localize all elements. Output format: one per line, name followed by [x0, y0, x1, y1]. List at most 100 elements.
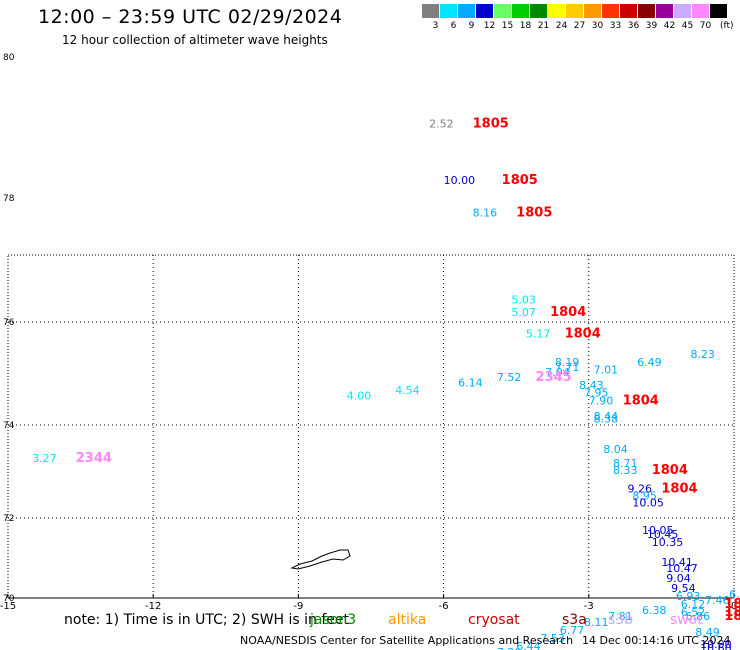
wave-height-label: 8.43 [579, 379, 604, 392]
wave-height-label: 7.95 [584, 387, 609, 400]
longitude-label: -3 [584, 601, 594, 612]
wave-height-label: 9.26 [628, 482, 653, 495]
observation-time-label: 1804 [652, 463, 688, 478]
wave-height-label: 9.04 [666, 572, 691, 585]
wave-height-label: 5.17 [526, 327, 551, 340]
wave-height-label: 6.49 [637, 356, 662, 369]
legend-swatch [638, 4, 655, 18]
latitude-label: 78 [3, 194, 15, 204]
wave-height-label: 10.45 [647, 528, 679, 541]
wave-height-label: 6.14 [458, 376, 483, 389]
legend-swatch [620, 4, 637, 18]
legend-swatch [440, 4, 457, 18]
wave-height-label: 7.01 [594, 364, 619, 377]
legend-label: 33 [609, 21, 622, 31]
legend-label: 15 [501, 21, 514, 31]
satellite-altika: altika [388, 612, 427, 628]
wave-height-label: 8.71 [613, 457, 638, 470]
legend-label: 21 [537, 21, 550, 31]
observation-time-label: 1805 [516, 206, 552, 221]
wave-height-label: 4.54 [395, 384, 420, 397]
legend-label: 18 [519, 21, 532, 31]
legend-label: 12 [483, 21, 496, 31]
wave-height-label: 10.41 [661, 556, 693, 569]
wave-height-label: 10.00 [700, 638, 732, 650]
wave-height-label: 10.05 [632, 496, 664, 509]
legend-label: 6 [450, 21, 457, 31]
observation-time-label: 1804 [623, 393, 659, 408]
wave-height-label: 6.93 [676, 590, 701, 603]
wave-height-label: 8.16 [473, 207, 498, 220]
observation-time-label: 181 [724, 605, 740, 620]
wave-height-label: 6.77 [560, 624, 585, 637]
wave-height-label: 8.49 [695, 626, 720, 639]
legend-swatch [530, 4, 547, 18]
wave-height-label: 7.52 [497, 371, 521, 384]
wave-height-label: 10.05 [642, 524, 674, 537]
longitude-label: -9 [293, 601, 303, 612]
legend-label: 70 [699, 21, 712, 31]
wave-height-label: 6. [729, 588, 740, 601]
wave-height-legend: 3 6 9 12 15 18 21 24 27 30 33 36 39 42 45 70 (ft) [422, 4, 734, 34]
plot-frame [7, 254, 735, 599]
note-label: note: 1) Time is in UTC; 2) SWH is in fe… [64, 612, 350, 628]
latitude-label: 74 [3, 421, 15, 431]
wave-height-label: 7.46 [705, 594, 730, 607]
legend-swatch [656, 4, 673, 18]
wave-height-label: 8.04 [603, 443, 628, 456]
wave-height-label: 6.12 [681, 598, 706, 611]
observation-time-label: 1804 [565, 326, 601, 341]
footer-timestamp: 14 Dec 00:14:16 UTC 2024 [582, 634, 731, 647]
longitude-label: 0 [731, 601, 737, 612]
satellite-cryosat: cryosat [468, 612, 520, 628]
wave-height-label: 7.04 [545, 366, 570, 379]
longitude-label: -15 [0, 601, 16, 612]
legend-label: 9 [468, 21, 475, 31]
wave-height-label: 6.52 [681, 606, 706, 619]
wave-height-label: 10.00 [444, 174, 476, 187]
legend-swatch [548, 4, 565, 18]
wave-height-label: 10.35 [652, 536, 684, 549]
legend-label: 30 [591, 21, 604, 31]
latitude-label: 70 [3, 594, 15, 604]
satellite-swot: swot [670, 612, 703, 628]
wave-height-label: 6.44 [516, 640, 541, 650]
satellite-s3b: s3b [608, 612, 634, 628]
wave-height-label: 4.00 [347, 389, 372, 402]
wave-height-label: 7.90 [589, 394, 614, 407]
wave-height-label: 8.95 [632, 489, 657, 502]
longitude-label: -12 [145, 601, 161, 612]
latitude-label: 80 [3, 53, 15, 63]
legend-label: 36 [627, 21, 640, 31]
legend-label: 39 [645, 21, 658, 31]
wave-height-label: 7.20 [497, 646, 521, 650]
satellite-s3a: s3a [562, 612, 587, 628]
legend-swatch [494, 4, 511, 18]
legend-swatch [512, 4, 529, 18]
wave-height-label: 7.53 [540, 632, 565, 645]
wave-height-label: 7.71 [555, 361, 580, 374]
latitude-label: 72 [3, 514, 14, 524]
legend-swatch [710, 4, 727, 18]
satellite-jason3: jason3 [310, 612, 357, 628]
wave-height-label: 6.38 [642, 604, 667, 617]
longitude-label: -6 [439, 601, 449, 612]
observation-time-label: 181 [724, 609, 740, 624]
wave-height-label: 8.38 [594, 412, 619, 425]
legend-label: 24 [555, 21, 568, 31]
observation-time-label: 1804 [661, 481, 697, 496]
legend-label: 42 [663, 21, 676, 31]
observation-time-label: 2344 [76, 451, 112, 466]
wave-height-label: 8.11 [584, 616, 609, 629]
map-title: 12:00 – 23:59 UTC 02/29/2024 [38, 6, 343, 28]
wave-height-label: 8.19 [555, 356, 580, 369]
footer-credit: NOAA/NESDIS Center for Satellite Applica… [240, 634, 574, 647]
legend-swatch [602, 4, 619, 18]
wave-height-label: 5.03 [511, 293, 536, 306]
observation-time-label: 1805 [473, 117, 509, 132]
wave-height-label: 3.27 [32, 452, 57, 465]
legend-label: 27 [573, 21, 586, 31]
wave-height-label: 10.60 [700, 642, 732, 650]
legend-swatch [422, 4, 439, 18]
